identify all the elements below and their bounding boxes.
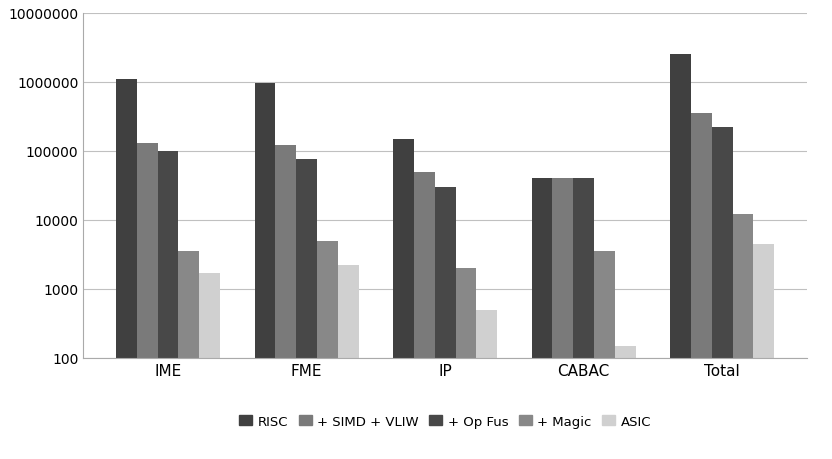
Bar bbox=[338, 266, 359, 459]
Bar bbox=[573, 179, 594, 459]
Bar bbox=[157, 151, 178, 459]
Bar bbox=[532, 179, 552, 459]
Bar bbox=[753, 244, 774, 459]
Bar bbox=[275, 146, 296, 459]
Bar bbox=[199, 273, 220, 459]
Bar bbox=[296, 160, 317, 459]
Bar bbox=[594, 252, 615, 459]
Bar bbox=[615, 346, 636, 459]
Bar bbox=[671, 55, 691, 459]
Bar bbox=[455, 269, 476, 459]
Bar bbox=[414, 172, 435, 459]
Legend: RISC, + SIMD + VLIW, + Op Fus, + Magic, ASIC: RISC, + SIMD + VLIW, + Op Fus, + Magic, … bbox=[234, 409, 656, 433]
Bar bbox=[255, 84, 275, 459]
Bar bbox=[691, 114, 712, 459]
Bar bbox=[116, 80, 137, 459]
Bar bbox=[137, 144, 157, 459]
Bar bbox=[435, 187, 455, 459]
Bar bbox=[733, 215, 753, 459]
Bar bbox=[178, 252, 199, 459]
Bar bbox=[552, 179, 573, 459]
Bar bbox=[394, 140, 414, 459]
Bar bbox=[712, 128, 733, 459]
Bar bbox=[476, 310, 497, 459]
Bar bbox=[317, 241, 338, 459]
